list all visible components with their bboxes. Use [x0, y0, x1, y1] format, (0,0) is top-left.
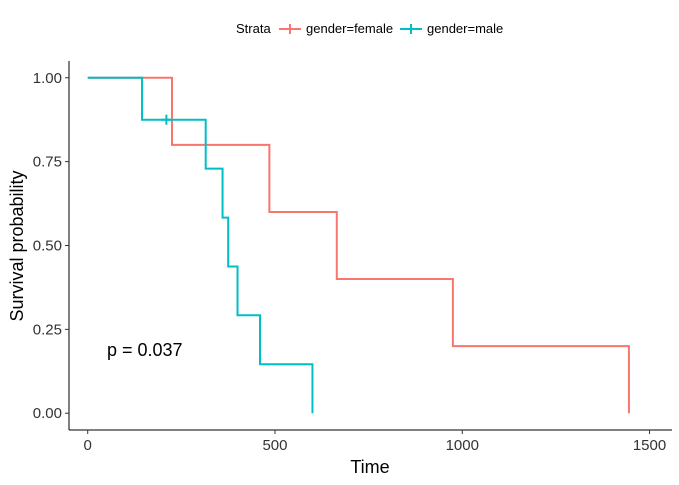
y-tick-label: 0.25	[33, 321, 62, 338]
x-tick-label: 0	[84, 437, 92, 454]
x-tick-label: 1000	[446, 437, 479, 454]
legend-item-female: gender=female	[279, 21, 393, 36]
y-tick-label: 0.00	[33, 405, 62, 422]
y-tick-label: 0.75	[33, 154, 62, 171]
survival-curve-gender-female	[87, 76, 630, 414]
x-axis-title: Time	[350, 457, 389, 477]
legend-label-female: gender=female	[306, 21, 393, 36]
x-tick-label: 1500	[633, 437, 666, 454]
y-axis-title: Survival probability	[7, 170, 27, 321]
survival-curves	[87, 76, 630, 414]
y-axis-ticks: 0.00 0.25 0.50 0.75 1.00	[33, 70, 69, 422]
y-tick-label: 0.50	[33, 238, 62, 255]
p-value-annotation: p = 0.037	[107, 340, 183, 360]
x-axis-ticks: 0 500 1000 1500	[84, 430, 666, 454]
y-tick-label: 1.00	[33, 70, 62, 87]
legend-title: Strata	[236, 21, 271, 36]
legend-item-male: gender=male	[400, 21, 503, 36]
legend-label-male: gender=male	[427, 21, 503, 36]
survival-curve-gender-male	[87, 76, 314, 414]
legend: Strata gender=female gender=male	[236, 21, 503, 36]
x-tick-label: 500	[262, 437, 287, 454]
